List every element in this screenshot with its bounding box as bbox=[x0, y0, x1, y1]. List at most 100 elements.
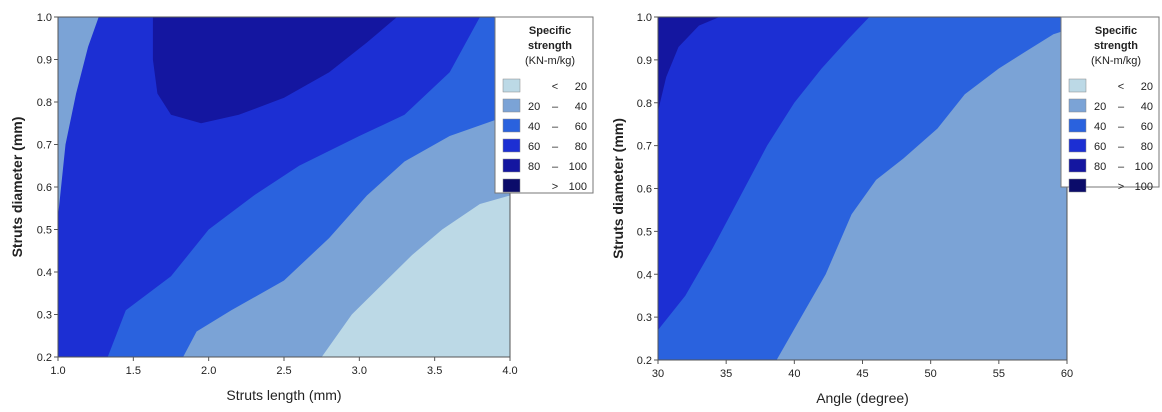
legend-separator: < bbox=[552, 81, 558, 93]
legend-low: 80 bbox=[528, 161, 540, 173]
x-tick-label: 2.5 bbox=[276, 365, 291, 377]
x-tick-label: 3.0 bbox=[352, 365, 367, 377]
legend-separator: < bbox=[1118, 81, 1124, 93]
legend-high: 40 bbox=[575, 101, 587, 113]
legend-swatch bbox=[502, 178, 521, 193]
legend-separator: – bbox=[1118, 121, 1125, 133]
legend-low: 80 bbox=[1094, 161, 1106, 173]
legend-title: Specific bbox=[529, 25, 571, 37]
y-tick-label: 0.7 bbox=[637, 141, 652, 153]
legend-low: 60 bbox=[528, 141, 540, 153]
x-tick-label: 1.0 bbox=[50, 365, 65, 377]
y-tick-label: 0.7 bbox=[37, 140, 52, 152]
legend-swatch bbox=[1068, 138, 1087, 153]
legend-low: 20 bbox=[528, 101, 540, 113]
x-tick-label: 45 bbox=[856, 368, 868, 380]
legend-swatch bbox=[1068, 158, 1087, 173]
contour-region bbox=[658, 17, 870, 330]
legend-separator: – bbox=[552, 101, 559, 113]
legend-swatch bbox=[502, 138, 521, 153]
y-axis-ticks: 0.2 0.3 0.4 0.5 0.6 0.7 0.8 0.9 1.0 bbox=[37, 12, 58, 364]
legend-separator: – bbox=[1118, 161, 1125, 173]
contour-region bbox=[58, 17, 99, 217]
y-tick-label: 1.0 bbox=[637, 12, 652, 24]
x-tick-label: 55 bbox=[993, 368, 1005, 380]
legend-title: strength bbox=[528, 40, 572, 52]
contour-regions bbox=[658, 17, 1067, 361]
legend-swatch bbox=[502, 78, 521, 93]
contour-chart-length: 1.0 1.5 2.0 2.5 3.0 3.5 4.0 0.2 0.3 0.4 0.5 0.6 0.7… bbox=[9, 12, 594, 403]
contour-regions bbox=[58, 17, 510, 357]
y-axis-ticks: 0.2 0.3 0.4 0.5 0.6 0.7 0.8 0.9 1.0 bbox=[637, 12, 658, 367]
legend-swatch bbox=[502, 98, 521, 113]
y-axis-label: Struts diameter (mm) bbox=[610, 118, 626, 259]
y-tick-label: 0.5 bbox=[637, 226, 652, 238]
y-axis-label: Struts diameter (mm) bbox=[9, 117, 25, 258]
legend-separator: > bbox=[1118, 181, 1124, 193]
legend-separator: – bbox=[1118, 141, 1125, 153]
legend-swatch bbox=[1068, 178, 1087, 193]
legend-low: 60 bbox=[1094, 141, 1106, 153]
x-axis-label: Angle (degree) bbox=[816, 390, 909, 406]
x-tick-label: 1.5 bbox=[126, 365, 141, 377]
x-tick-label: 2.0 bbox=[201, 365, 216, 377]
legend-high: 100 bbox=[1135, 161, 1153, 173]
legend-title: (KN-m/kg) bbox=[525, 55, 575, 67]
legend-high: 80 bbox=[1141, 141, 1153, 153]
legend-title: (KN-m/kg) bbox=[1091, 55, 1141, 67]
legend-swatch bbox=[1068, 78, 1087, 93]
x-tick-label: 50 bbox=[925, 368, 937, 380]
y-tick-label: 0.4 bbox=[637, 269, 652, 281]
legend-high: 60 bbox=[1141, 121, 1153, 133]
x-tick-label: 4.0 bbox=[502, 365, 517, 377]
y-tick-label: 0.6 bbox=[637, 184, 652, 196]
legend-separator: – bbox=[552, 161, 559, 173]
legend-separator: – bbox=[552, 141, 559, 153]
legend-swatch bbox=[1068, 98, 1087, 113]
y-tick-label: 0.9 bbox=[37, 55, 52, 67]
y-tick-label: 1.0 bbox=[37, 12, 52, 24]
contour-region bbox=[776, 29, 1067, 361]
legend-title: Specific bbox=[1095, 25, 1137, 37]
y-tick-label: 0.6 bbox=[37, 182, 52, 194]
legend-separator: > bbox=[552, 181, 558, 193]
contour-region bbox=[152, 17, 397, 124]
contour-region bbox=[321, 195, 510, 357]
x-tick-label: 35 bbox=[720, 368, 732, 380]
legend-swatch bbox=[502, 158, 521, 173]
y-tick-label: 0.3 bbox=[637, 312, 652, 324]
legend-high: 20 bbox=[575, 81, 587, 93]
legend-title: strength bbox=[1094, 40, 1138, 52]
y-tick-label: 0.8 bbox=[637, 98, 652, 110]
legend-high: 40 bbox=[1141, 101, 1153, 113]
contour-chart-angle: 30 35 40 45 50 55 60 0.2 0.3 0.4 0.5 0.6 0.7 0.8 0.9 1… bbox=[610, 12, 1160, 406]
legend-high: 100 bbox=[569, 161, 587, 173]
legend-separator: – bbox=[1118, 101, 1125, 113]
legend-swatch bbox=[1068, 118, 1087, 133]
x-tick-label: 3.5 bbox=[427, 365, 442, 377]
x-tick-label: 60 bbox=[1061, 368, 1073, 380]
legend-high: 60 bbox=[575, 121, 587, 133]
legend-low: 40 bbox=[528, 121, 540, 133]
legend-swatch bbox=[502, 118, 521, 133]
legend-high: 80 bbox=[575, 141, 587, 153]
x-axis-ticks: 30 35 40 45 50 55 60 bbox=[652, 360, 1073, 380]
legend-low: 20 bbox=[1094, 101, 1106, 113]
y-tick-label: 0.2 bbox=[637, 355, 652, 367]
y-tick-label: 0.9 bbox=[637, 55, 652, 67]
y-tick-label: 0.2 bbox=[37, 352, 52, 364]
x-tick-label: 40 bbox=[788, 368, 800, 380]
y-tick-label: 0.8 bbox=[37, 97, 52, 109]
y-tick-label: 0.4 bbox=[37, 267, 52, 279]
x-tick-label: 30 bbox=[652, 368, 664, 380]
y-tick-label: 0.5 bbox=[37, 225, 52, 237]
legend-separator: – bbox=[552, 121, 559, 133]
y-tick-label: 0.3 bbox=[37, 310, 52, 322]
contour-region bbox=[658, 17, 720, 112]
x-axis-ticks: 1.0 1.5 2.0 2.5 3.0 3.5 4.0 bbox=[50, 357, 518, 377]
x-axis-label: Struts length (mm) bbox=[226, 387, 341, 403]
legend-low: 40 bbox=[1094, 121, 1106, 133]
